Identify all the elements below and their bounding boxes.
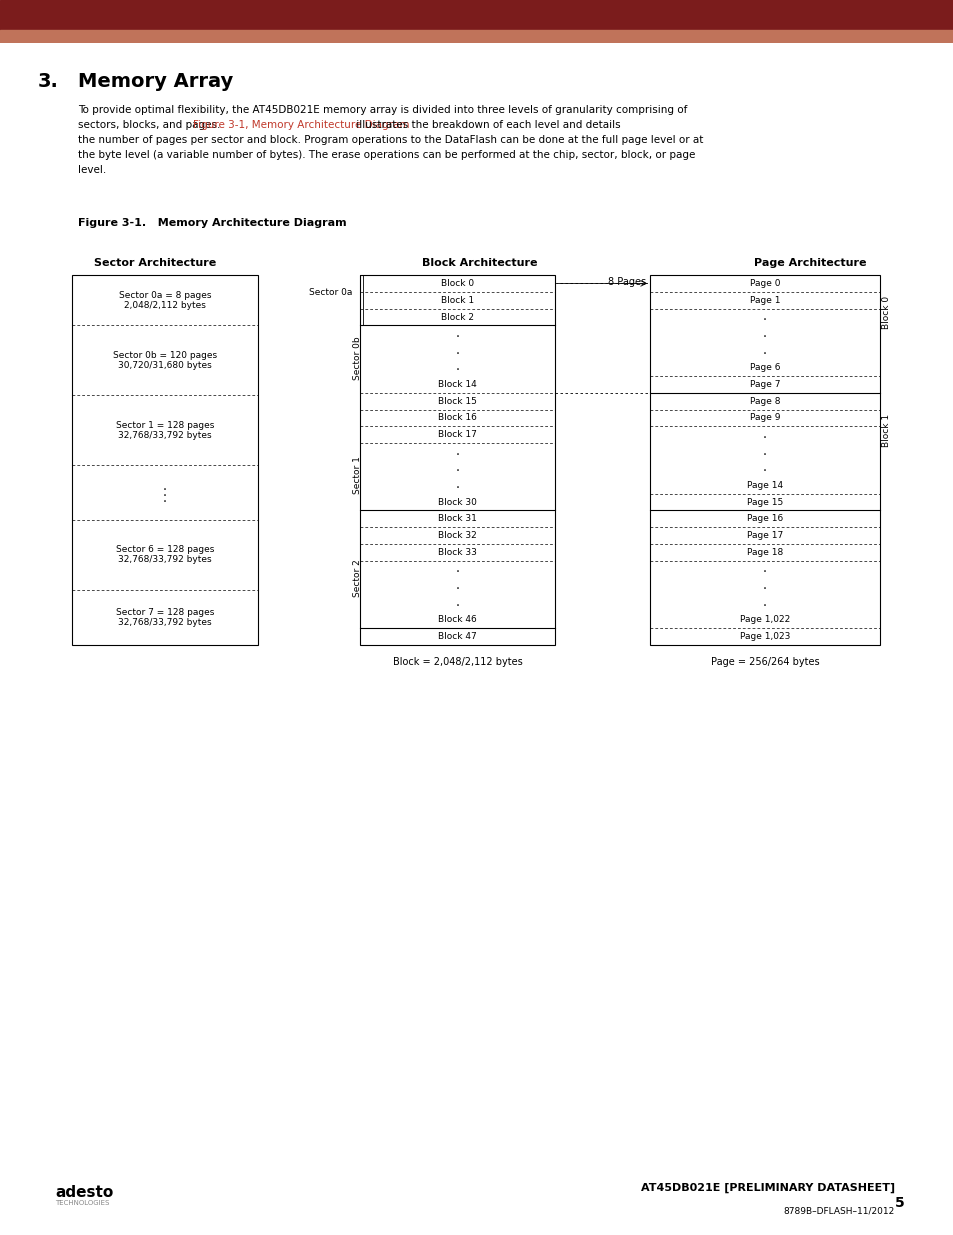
Text: the number of pages per sector and block. Program operations to the DataFlash ca: the number of pages per sector and block… [78,135,702,144]
Text: illustrates the breakdown of each level and details: illustrates the breakdown of each level … [353,120,619,130]
Text: AT45DB021E [PRELIMINARY DATASHEET]: AT45DB021E [PRELIMINARY DATASHEET] [640,1183,894,1193]
Text: 8789B–DFLASH–11/2012: 8789B–DFLASH–11/2012 [783,1207,894,1215]
Text: Block 16: Block 16 [437,414,476,422]
Text: Page 6: Page 6 [749,363,780,372]
Text: .: . [761,312,767,322]
Text: Sector 2: Sector 2 [354,559,362,597]
Text: .: . [761,598,767,608]
Text: Figure 3-1.   Memory Architecture Diagram: Figure 3-1. Memory Architecture Diagram [78,219,346,228]
Text: .: . [761,463,767,473]
Text: Page 14: Page 14 [746,480,782,490]
Text: Sector 0a: Sector 0a [309,288,352,296]
Text: .: . [761,329,767,338]
Text: Page 17: Page 17 [746,531,782,540]
Text: Block 31: Block 31 [437,514,476,524]
Text: .: . [761,346,767,356]
Text: Block 0: Block 0 [882,295,890,329]
Text: .: . [761,430,767,440]
Text: .: . [162,482,168,492]
Text: .: . [454,447,460,457]
Bar [71,275,257,645]
Text: Page 16: Page 16 [746,514,782,524]
Bar [649,275,879,645]
Text: Page 1,023: Page 1,023 [739,632,789,641]
Text: Sector 6 = 128 pages: Sector 6 = 128 pages [115,546,214,555]
Text: Page = 256/264 bytes: Page = 256/264 bytes [710,657,819,667]
Text: .: . [454,363,460,373]
Text: 2,048/2,112 bytes: 2,048/2,112 bytes [124,300,206,310]
Text: Page 1,022: Page 1,022 [740,615,789,624]
Text: 32,768/33,792 bytes: 32,768/33,792 bytes [118,431,212,440]
Text: Block 15: Block 15 [437,396,476,405]
Text: .: . [761,582,767,592]
Text: Page 7: Page 7 [749,380,780,389]
Text: Page Architecture: Page Architecture [753,258,865,268]
Text: adesto: adesto [55,1186,113,1200]
Text: .: . [162,488,168,498]
Text: Page 15: Page 15 [746,498,782,506]
Text: .: . [761,564,767,574]
Text: Sector 0b: Sector 0b [354,336,362,380]
Text: Block 14: Block 14 [437,380,476,389]
Text: 32,768/33,792 bytes: 32,768/33,792 bytes [118,556,212,564]
Text: .: . [454,463,460,473]
Text: Page 18: Page 18 [746,548,782,557]
Text: .: . [454,346,460,356]
Text: .: . [454,480,460,490]
Text: Sector 7 = 128 pages: Sector 7 = 128 pages [115,608,214,618]
Text: To provide optimal flexibility, the AT45DB021E memory array is divided into thre: To provide optimal flexibility, the AT45… [78,105,687,115]
Text: Page 8: Page 8 [749,396,780,405]
Text: 5: 5 [894,1195,903,1210]
Text: Sector 1 = 128 pages: Sector 1 = 128 pages [115,420,214,430]
Text: Block 2: Block 2 [440,312,474,321]
Text: Sector 0b = 120 pages: Sector 0b = 120 pages [112,351,217,359]
Text: 32,768/33,792 bytes: 32,768/33,792 bytes [118,618,212,627]
Text: TECHNOLOGIES: TECHNOLOGIES [55,1200,110,1207]
Text: .: . [162,494,168,504]
Text: Block 30: Block 30 [437,498,476,506]
Text: .: . [454,329,460,338]
Text: Block 46: Block 46 [437,615,476,624]
Text: Block 1: Block 1 [440,295,474,305]
Text: Block 33: Block 33 [437,548,476,557]
Text: Block Architecture: Block Architecture [422,258,537,268]
Text: 30,720/31,680 bytes: 30,720/31,680 bytes [118,361,212,369]
Text: Figure 3-1, Memory Architecture Diagram: Figure 3-1, Memory Architecture Diagram [193,120,409,130]
Text: .: . [454,564,460,574]
Text: Block = 2,048/2,112 bytes: Block = 2,048/2,112 bytes [393,657,522,667]
Text: Page 1: Page 1 [749,295,780,305]
Bar [359,275,555,645]
Text: Block 0: Block 0 [440,279,474,288]
Text: .: . [761,447,767,457]
Text: Sector Architecture: Sector Architecture [93,258,216,268]
Text: sectors, blocks, and pages.: sectors, blocks, and pages. [78,120,223,130]
Text: Block 1: Block 1 [882,414,890,447]
Text: Page 0: Page 0 [749,279,780,288]
Text: Sector 0a = 8 pages: Sector 0a = 8 pages [118,290,211,300]
Text: the byte level (a variable number of bytes). The erase operations can be perform: the byte level (a variable number of byt… [78,149,695,161]
Text: Block 32: Block 32 [437,531,476,540]
Text: level.: level. [78,165,106,175]
Text: Memory Array: Memory Array [78,72,233,91]
Text: .: . [454,582,460,592]
Text: Block 17: Block 17 [437,430,476,440]
Text: Page 9: Page 9 [749,414,780,422]
Text: Sector 1: Sector 1 [354,456,362,494]
Text: 8 Pages: 8 Pages [607,277,645,287]
Text: Block 47: Block 47 [437,632,476,641]
Text: .: . [454,598,460,608]
Text: 3.: 3. [38,72,59,91]
Bar [0,31,953,43]
